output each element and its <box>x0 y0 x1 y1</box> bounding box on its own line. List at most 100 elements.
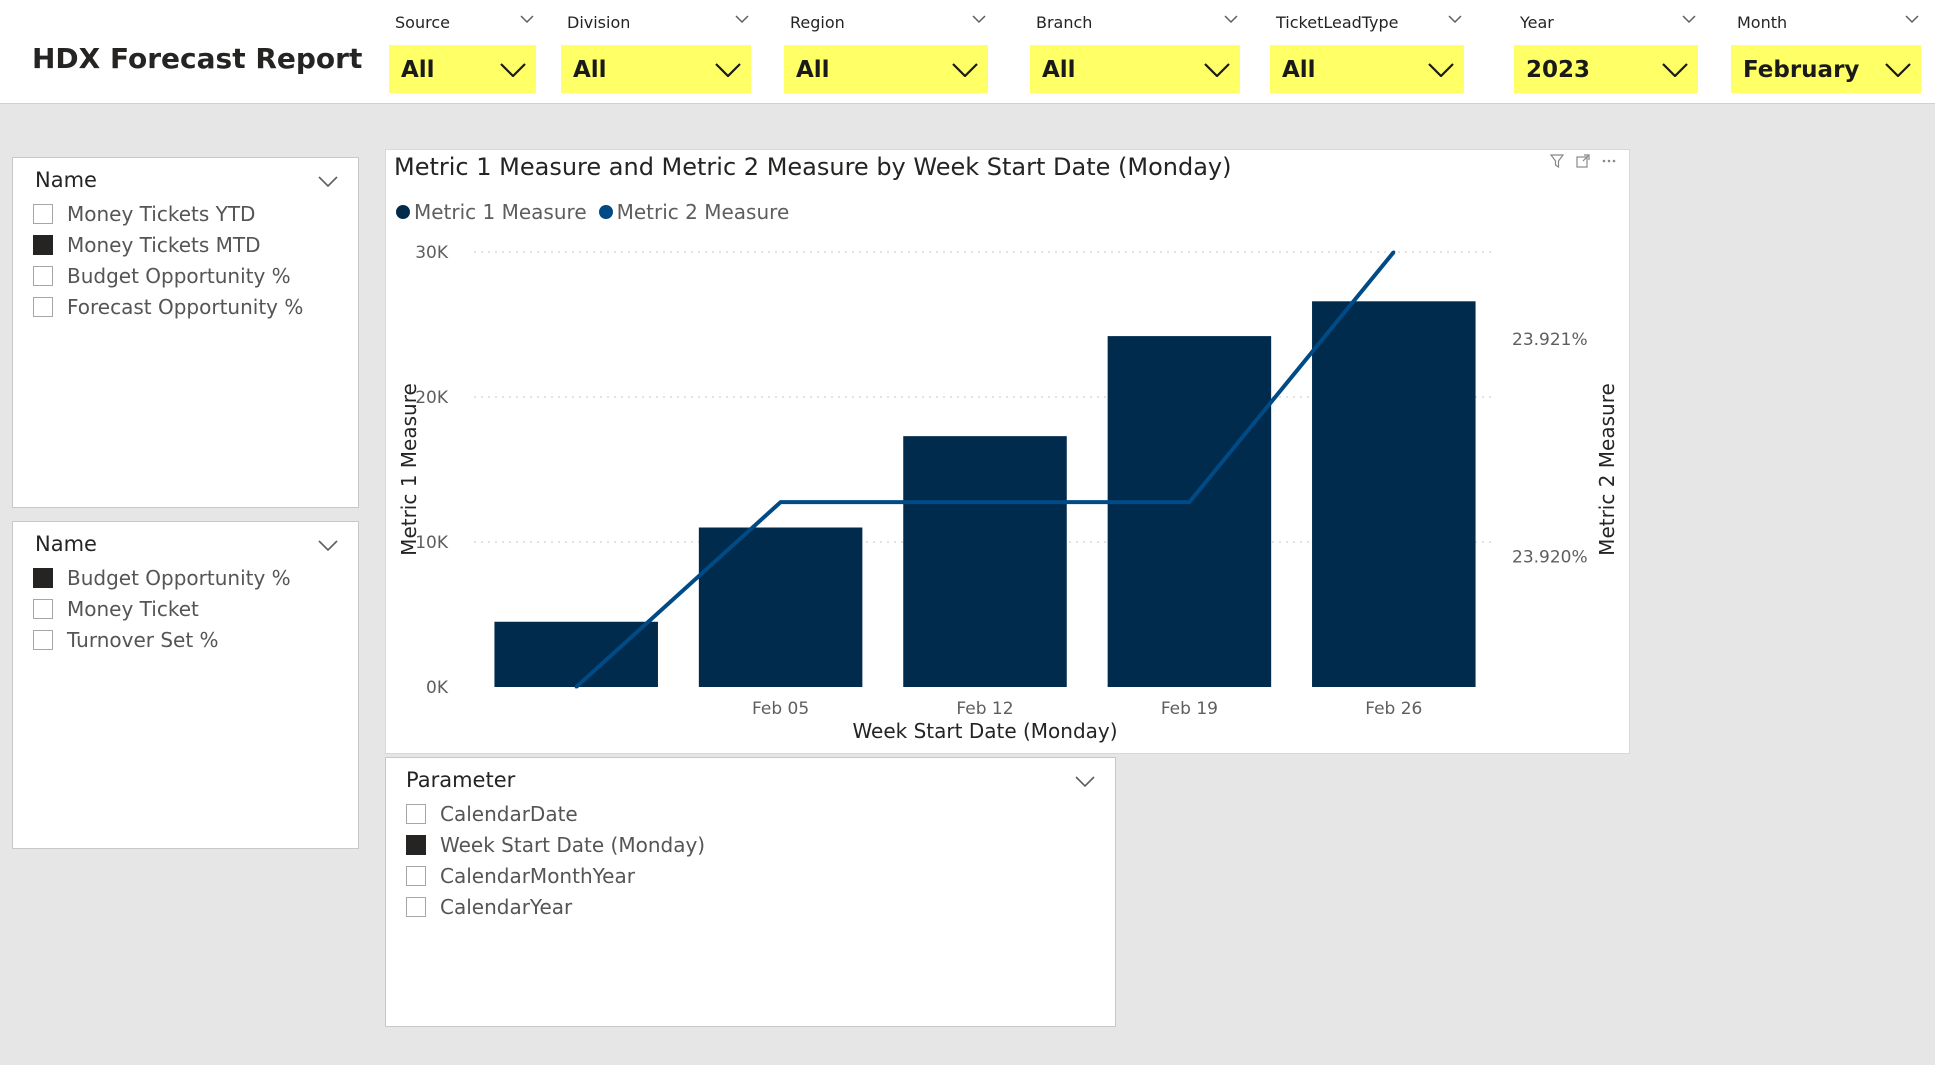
checkbox[interactable] <box>33 266 53 286</box>
checkbox[interactable] <box>33 599 53 619</box>
slicer-item-label: Forecast Opportunity % <box>67 295 304 319</box>
chevron-down-icon[interactable] <box>1204 63 1230 77</box>
filter-icon[interactable] <box>1549 153 1565 169</box>
checkbox[interactable] <box>33 568 53 588</box>
chevron-down-icon[interactable] <box>318 540 338 552</box>
slicer-item[interactable]: CalendarDate <box>406 800 578 828</box>
slicer-item[interactable]: Budget Opportunity % <box>33 262 291 290</box>
x-tick-label: Feb 05 <box>752 699 809 719</box>
chart-canvas: 0K 10K 20K 30K 23.920% 23.921% Feb 05 Feb 12 Feb… <box>397 243 1619 743</box>
slicer-item[interactable]: Money Ticket <box>33 595 199 623</box>
more-options-icon[interactable] <box>1601 153 1617 169</box>
y-tick-label: 10K <box>415 533 449 553</box>
filter-ticketleadtype[interactable]: TicketLeadType All <box>1270 0 1464 100</box>
chart-legend: Metric 1 Measure Metric 2 Measure <box>396 200 801 224</box>
legend-marker <box>396 205 410 219</box>
filter-label: Month <box>1737 13 1788 32</box>
slicer-parameter: Parameter CalendarDate Week Start Date (… <box>385 757 1116 1027</box>
line-point <box>779 500 783 504</box>
checkbox[interactable] <box>33 630 53 650</box>
filter-year[interactable]: Year 2023 <box>1514 0 1698 100</box>
filter-value: All <box>573 57 607 83</box>
chevron-down-icon[interactable] <box>1075 776 1095 788</box>
filter-dropdown[interactable]: All <box>1030 45 1240 93</box>
legend-item-metric-2[interactable]: Metric 2 Measure <box>598 200 789 224</box>
checkbox[interactable] <box>406 835 426 855</box>
checkbox[interactable] <box>406 866 426 886</box>
slicer-item[interactable]: CalendarYear <box>406 893 572 921</box>
filter-dropdown[interactable]: 2023 <box>1514 45 1698 93</box>
checkbox[interactable] <box>33 235 53 255</box>
slicer-item[interactable]: Budget Opportunity % <box>33 564 291 592</box>
filter-dropdown[interactable]: All <box>561 45 751 93</box>
slicer-item[interactable]: Week Start Date (Monday) <box>406 831 705 859</box>
chart-title: Metric 1 Measure and Metric 2 Measure by… <box>394 153 1232 181</box>
slicer-item[interactable]: CalendarMonthYear <box>406 862 635 890</box>
legend-item-metric-1[interactable]: Metric 1 Measure <box>396 200 587 224</box>
checkbox[interactable] <box>33 204 53 224</box>
filter-value: All <box>401 57 435 83</box>
chevron-down-icon[interactable] <box>1905 14 1919 24</box>
x-tick-label: Feb 12 <box>956 699 1013 719</box>
chevron-down-icon[interactable] <box>1448 14 1462 24</box>
filter-value: All <box>796 57 830 83</box>
chevron-down-icon[interactable] <box>1682 14 1696 24</box>
visual-header-icons <box>1549 153 1617 169</box>
bar <box>1312 301 1476 687</box>
chevron-down-icon[interactable] <box>735 14 749 24</box>
focus-mode-icon[interactable] <box>1575 153 1591 169</box>
combo-chart-visual[interactable]: 0K 10K 20K 30K 23.920% 23.921% Feb 05 Feb 12 Feb… <box>385 149 1630 754</box>
slicer-item[interactable]: Turnover Set % <box>33 626 219 654</box>
y-axis-title: Metric 1 Measure <box>397 383 421 556</box>
filter-source[interactable]: Source All <box>389 0 536 100</box>
line-point <box>574 685 578 689</box>
slicer-item[interactable]: Money Tickets MTD <box>33 231 261 259</box>
slicer-item-label: Money Tickets MTD <box>67 233 261 257</box>
checkbox[interactable] <box>406 897 426 917</box>
filter-region[interactable]: Region All <box>784 0 988 100</box>
filter-division[interactable]: Division All <box>561 0 751 100</box>
filter-label: Branch <box>1036 13 1093 32</box>
checkbox[interactable] <box>406 804 426 824</box>
chevron-down-icon[interactable] <box>1224 14 1238 24</box>
bar <box>1107 336 1272 687</box>
slicer-item-label: Budget Opportunity % <box>67 264 291 288</box>
slicer-name-1: Name Money Tickets YTD Money Tickets MTD… <box>12 157 359 508</box>
slicer-title: Name <box>35 532 97 556</box>
chevron-down-icon[interactable] <box>500 63 526 77</box>
y-tick-label: 0K <box>426 678 449 698</box>
chevron-down-icon[interactable] <box>1428 63 1454 77</box>
bar <box>494 621 658 687</box>
filter-dropdown[interactable]: All <box>784 45 988 93</box>
x-axis-title: Week Start Date (Monday) <box>852 719 1117 743</box>
slicer-item-label: Money Tickets YTD <box>67 202 256 226</box>
chevron-down-icon[interactable] <box>1885 63 1911 77</box>
report-header: HDX Forecast Report Source All Division … <box>0 0 1935 104</box>
slicer-item-label: CalendarMonthYear <box>440 864 635 888</box>
slicer-item-label: CalendarDate <box>440 802 578 826</box>
chevron-down-icon[interactable] <box>1662 63 1688 77</box>
slicer-item[interactable]: Money Tickets YTD <box>33 200 255 228</box>
legend-label: Metric 1 Measure <box>414 200 587 224</box>
bar <box>903 436 1067 687</box>
slicer-item-label: Turnover Set % <box>67 628 219 652</box>
filter-branch[interactable]: Branch All <box>1030 0 1240 100</box>
chevron-down-icon[interactable] <box>318 176 338 188</box>
chevron-down-icon[interactable] <box>520 14 534 24</box>
filter-dropdown[interactable]: All <box>389 45 536 93</box>
filter-value: All <box>1282 57 1316 83</box>
chevron-down-icon[interactable] <box>952 63 978 77</box>
slicer-title: Parameter <box>406 768 516 792</box>
filter-month[interactable]: Month February <box>1731 0 1921 100</box>
x-tick-label: Feb 26 <box>1365 699 1422 719</box>
filter-dropdown[interactable]: All <box>1270 45 1464 93</box>
chevron-down-icon[interactable] <box>715 63 741 77</box>
slicer-item-label: Money Ticket <box>67 597 199 621</box>
chevron-down-icon[interactable] <box>972 14 986 24</box>
slicer-item[interactable]: Forecast Opportunity % <box>33 293 303 321</box>
checkbox[interactable] <box>33 297 53 317</box>
line-point <box>983 500 987 504</box>
filter-dropdown[interactable]: February <box>1731 45 1921 93</box>
slicer-item-label: CalendarYear <box>440 895 573 919</box>
filter-label: TicketLeadType <box>1276 13 1399 32</box>
